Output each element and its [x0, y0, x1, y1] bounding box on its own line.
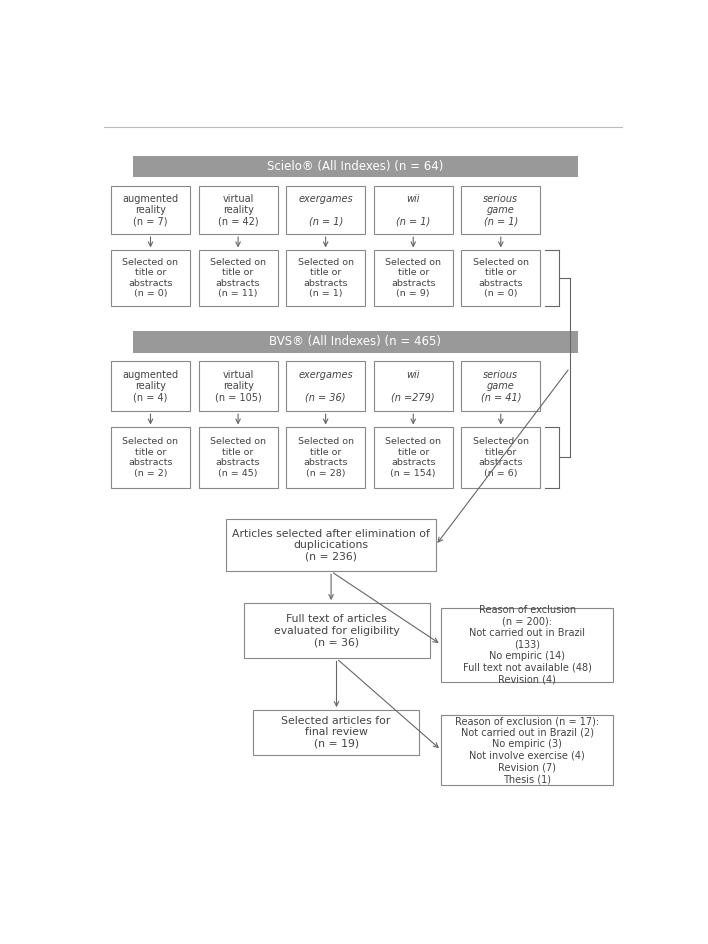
Text: augmented
reality
(n = 4): augmented reality (n = 4): [122, 370, 178, 403]
Bar: [286, 186, 365, 234]
Bar: [441, 716, 613, 784]
Bar: [111, 428, 190, 487]
Bar: [286, 362, 365, 412]
Text: Articles selected after elimination of
duplicications
(n = 236): Articles selected after elimination of d…: [232, 529, 430, 562]
Bar: [253, 710, 419, 754]
Bar: [286, 428, 365, 487]
Text: Full text of articles
evaluated for eligibility
(n = 36): Full text of articles evaluated for elig…: [273, 615, 399, 648]
Bar: [462, 250, 540, 306]
Text: Selected on
title or
abstracts
(n = 2): Selected on title or abstracts (n = 2): [122, 437, 178, 478]
Text: Selected on
title or
abstracts
(n = 0): Selected on title or abstracts (n = 0): [473, 258, 529, 298]
Text: exergames

(n = 1): exergames (n = 1): [298, 194, 353, 227]
Bar: [462, 186, 540, 234]
Bar: [374, 186, 452, 234]
Bar: [111, 186, 190, 234]
Bar: [198, 186, 278, 234]
Bar: [198, 428, 278, 487]
Bar: [374, 362, 452, 412]
Text: Reason of exclusion (n = 17):
Not carried out in Brazil (2)
No empiric (3)
Not i: Reason of exclusion (n = 17): Not carrie…: [455, 716, 599, 784]
Text: serious
game
(n = 41): serious game (n = 41): [481, 370, 521, 403]
Text: Selected on
title or
abstracts
(n = 1): Selected on title or abstracts (n = 1): [297, 258, 354, 298]
Bar: [374, 428, 452, 487]
Text: Selected on
title or
abstracts
(n = 9): Selected on title or abstracts (n = 9): [385, 258, 441, 298]
Bar: [441, 608, 613, 682]
Bar: [111, 250, 190, 306]
Text: virtual
reality
(n = 105): virtual reality (n = 105): [215, 370, 261, 403]
Bar: [286, 250, 365, 306]
Bar: [374, 250, 452, 306]
Bar: [132, 331, 578, 353]
Text: Scielo® (All Indexes) (n = 64): Scielo® (All Indexes) (n = 64): [267, 160, 443, 173]
Text: BVS® (All Indexes) (n = 465): BVS® (All Indexes) (n = 465): [269, 335, 441, 348]
Text: Selected articles for
final review
(n = 19): Selected articles for final review (n = …: [281, 716, 391, 749]
Text: wii

(n = 1): wii (n = 1): [396, 194, 430, 227]
Text: exergames

(n = 36): exergames (n = 36): [298, 370, 353, 403]
Bar: [462, 362, 540, 412]
Text: Reason of exclusion
(n = 200):
Not carried out in Brazil
(133)
No empiric (14)
F: Reason of exclusion (n = 200): Not carri…: [463, 605, 592, 684]
Text: virtual
reality
(n = 42): virtual reality (n = 42): [218, 194, 258, 227]
Bar: [111, 362, 190, 412]
Bar: [132, 156, 578, 177]
Text: Selected on
title or
abstracts
(n = 11): Selected on title or abstracts (n = 11): [210, 258, 266, 298]
Text: augmented
reality
(n = 7): augmented reality (n = 7): [122, 194, 178, 227]
Bar: [227, 519, 435, 571]
Bar: [462, 428, 540, 487]
Bar: [198, 250, 278, 306]
Bar: [244, 603, 430, 659]
Text: Selected on
title or
abstracts
(n = 28): Selected on title or abstracts (n = 28): [297, 437, 354, 478]
Text: Selected on
title or
abstracts
(n = 45): Selected on title or abstracts (n = 45): [210, 437, 266, 478]
Text: wii

(n =279): wii (n =279): [392, 370, 435, 403]
Text: Selected on
title or
abstracts
(n = 6): Selected on title or abstracts (n = 6): [473, 437, 529, 478]
Text: Selected on
title or
abstracts
(n = 154): Selected on title or abstracts (n = 154): [385, 437, 441, 478]
Text: serious
game
(n = 1): serious game (n = 1): [484, 194, 518, 227]
Text: Selected on
title or
abstracts
(n = 0): Selected on title or abstracts (n = 0): [122, 258, 178, 298]
Bar: [198, 362, 278, 412]
